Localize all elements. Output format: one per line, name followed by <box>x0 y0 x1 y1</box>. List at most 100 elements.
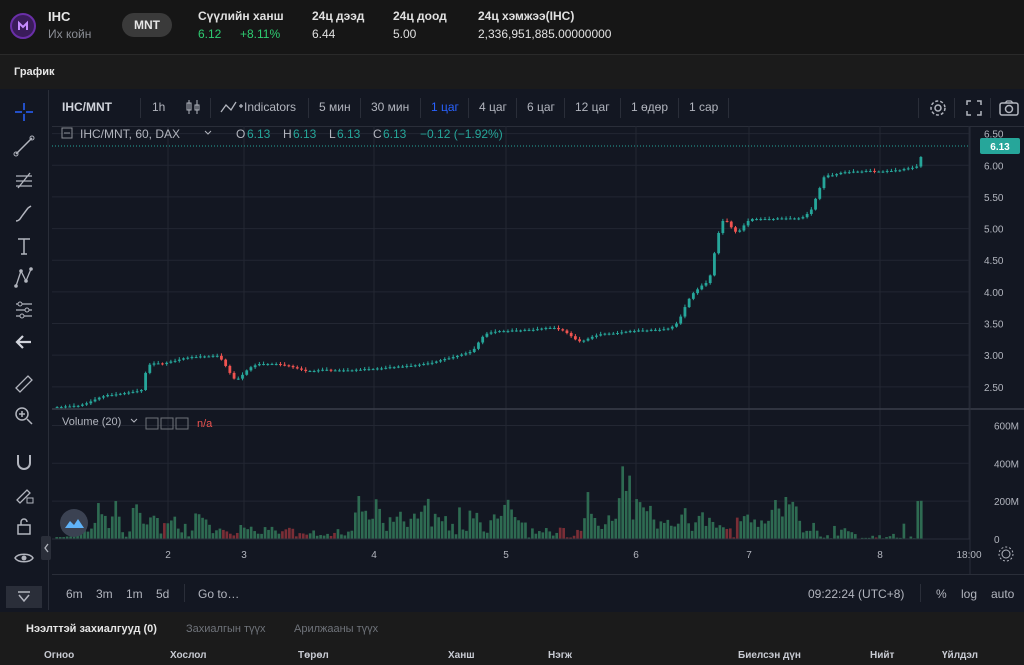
timeframe-6h[interactable]: 6 цаг <box>527 100 555 114</box>
magnet-icon[interactable] <box>12 450 36 474</box>
volume-bar <box>232 535 236 539</box>
volume-bar <box>774 500 777 539</box>
symbol-search[interactable]: IHC/MNT <box>62 100 112 114</box>
volume-bar <box>395 516 399 539</box>
auto-toggle[interactable]: auto <box>991 587 1015 601</box>
volume-bar <box>465 530 468 539</box>
timeframe-1m[interactable]: 1 сар <box>689 100 719 114</box>
tab-order-history[interactable]: Захиалгын түүх <box>186 623 266 635</box>
volume-bar <box>312 530 315 539</box>
toolbar-toggle-chevron-icon[interactable] <box>41 536 51 560</box>
range-3m[interactable]: 3m <box>96 587 113 601</box>
brush-icon[interactable] <box>12 202 36 226</box>
settings-gear-icon[interactable] <box>928 98 948 121</box>
volume-bar <box>107 528 111 539</box>
volume-bar <box>492 514 496 539</box>
visibility-eye-icon[interactable] <box>12 546 36 570</box>
trend-line-icon[interactable] <box>12 134 36 158</box>
volume-bar <box>218 528 222 539</box>
volume-bar <box>555 532 559 539</box>
candle-body <box>742 225 746 231</box>
crosshair-icon[interactable] <box>12 100 36 124</box>
volume-bar <box>548 531 552 539</box>
zoom-in-icon[interactable] <box>12 404 36 428</box>
col-filled: Биелсэн дүн <box>738 650 801 661</box>
candle-body <box>257 364 261 366</box>
range-1m[interactable]: 1m <box>126 587 143 601</box>
volume-bar <box>610 520 614 539</box>
timeframe-1d[interactable]: 1 өдөр <box>631 100 669 114</box>
volume-bar <box>482 531 486 539</box>
price-chart[interactable]: 6.50 6.00 5.50 5.00 4.50 4.00 3.50 3.00 2.50 600… <box>52 126 1024 574</box>
candle-body <box>152 363 156 365</box>
volume-bar <box>787 504 791 539</box>
volume-bar <box>229 533 232 539</box>
interval-selector[interactable]: 1h <box>152 100 166 114</box>
candle-body <box>548 327 552 329</box>
candle-body <box>333 370 337 372</box>
candle-body <box>434 361 438 363</box>
ruler-icon[interactable] <box>12 372 36 396</box>
volume-bar <box>322 535 326 539</box>
candle-body <box>148 364 152 373</box>
back-arrow-icon[interactable] <box>12 330 36 354</box>
range-6m[interactable]: 6m <box>66 587 83 601</box>
tab-open-orders[interactable]: Нээлттэй захиалгууд (0) <box>26 623 157 635</box>
candle-body <box>304 369 308 372</box>
pattern-icon[interactable] <box>12 266 36 290</box>
candle-body <box>409 365 413 367</box>
goto-button[interactable]: Go to… <box>198 587 240 601</box>
candle-body <box>455 355 459 358</box>
col-amount: Нэгж <box>548 650 572 661</box>
currency-selector[interactable]: MNT <box>122 13 172 37</box>
candle-body <box>599 334 603 336</box>
candle-body <box>308 371 312 373</box>
candle-body <box>321 369 324 371</box>
candle-body <box>868 170 872 172</box>
divider <box>990 98 991 118</box>
volume-tick-label: 200M <box>994 497 1019 508</box>
fullscreen-icon[interactable] <box>964 98 984 121</box>
volume-bar <box>499 515 503 539</box>
indicators-icon[interactable] <box>220 98 244 119</box>
candle-body <box>481 336 485 343</box>
range-5d[interactable]: 5d <box>156 587 170 601</box>
chart-section-title: График <box>14 66 55 78</box>
volume-bar <box>496 518 500 539</box>
candle-body <box>182 358 185 360</box>
candle-body <box>704 283 708 286</box>
lock-draw-icon[interactable] <box>12 482 36 506</box>
camera-icon[interactable] <box>998 98 1020 121</box>
candle-body <box>350 370 354 372</box>
high-label: 24ц дээд <box>312 9 365 23</box>
timeframe-1h[interactable]: 1 цаг <box>431 100 459 114</box>
candle-style-icon[interactable] <box>184 98 202 119</box>
volume-bar <box>784 496 788 539</box>
lock-icon[interactable] <box>12 514 36 538</box>
indicators-button[interactable]: Indicators <box>244 100 297 114</box>
volume-bar <box>145 524 149 539</box>
timeframe-30min[interactable]: 30 мин <box>371 100 410 114</box>
prediction-icon[interactable] <box>12 298 36 322</box>
volume-bar <box>718 525 722 539</box>
time-axis-settings-icon[interactable] <box>998 546 1014 562</box>
timeframe-5min[interactable]: 5 мин <box>319 100 351 114</box>
collapse-toolbar-icon[interactable] <box>6 586 42 608</box>
col-date: Огноо <box>44 650 75 661</box>
candle-body <box>797 218 801 220</box>
timeframe-4h[interactable]: 4 цаг <box>479 100 507 114</box>
tab-trade-history[interactable]: Арилжааны түүх <box>294 623 379 635</box>
volume-bar <box>225 531 229 539</box>
volume-bar <box>76 535 79 539</box>
volume-bar <box>180 532 184 539</box>
text-tool-icon[interactable] <box>12 234 36 258</box>
percent-toggle[interactable]: % <box>936 587 947 601</box>
fib-tool-icon[interactable] <box>12 168 36 192</box>
candle-body <box>645 330 649 332</box>
volume-bar <box>791 501 795 539</box>
timeframe-12h[interactable]: 12 цаг <box>575 100 610 114</box>
volume-bar <box>885 537 888 539</box>
log-toggle[interactable]: log <box>961 587 978 601</box>
time-tick-label: 5 <box>503 550 509 561</box>
candle-body <box>877 171 881 173</box>
